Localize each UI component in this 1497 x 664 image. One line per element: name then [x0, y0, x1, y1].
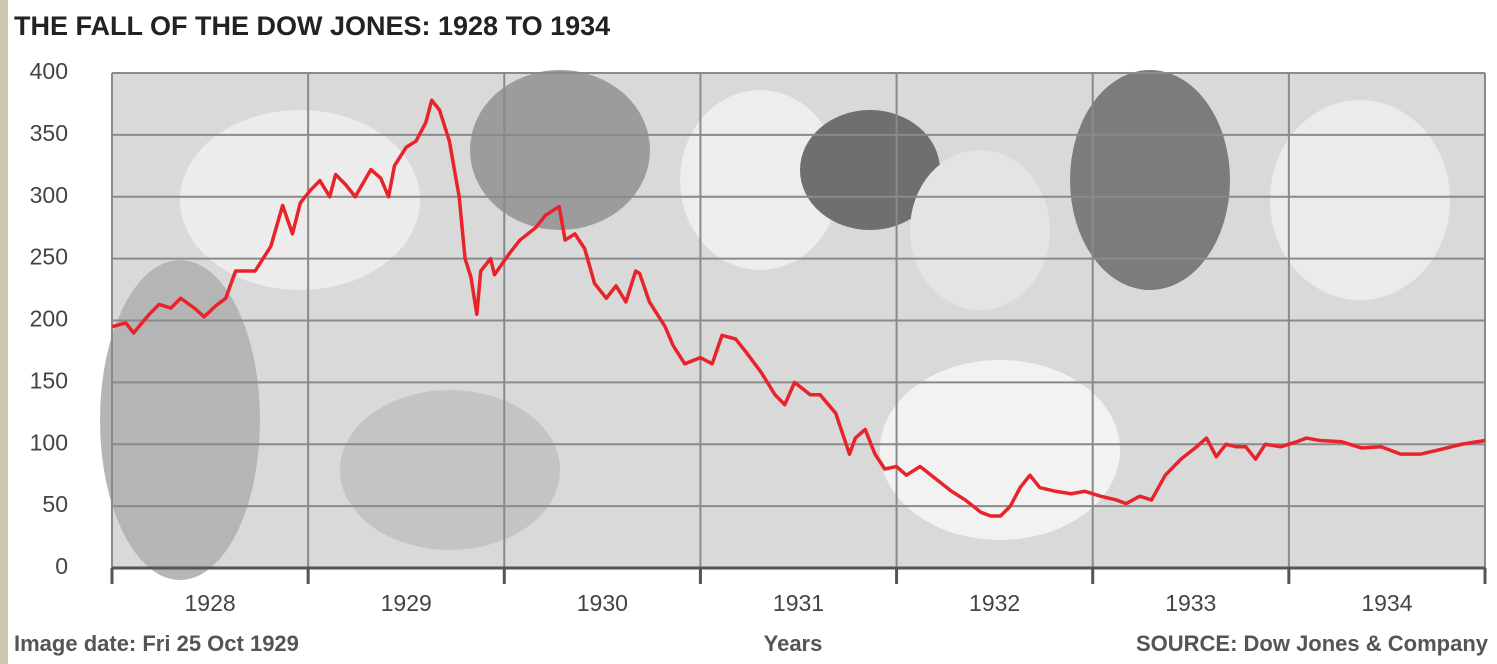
y-tick-label: 300 [30, 182, 68, 208]
source: SOURCE: Dow Jones & Company [1136, 631, 1489, 656]
y-tick-label: 150 [30, 367, 68, 393]
x-axis-label: Years [764, 631, 823, 656]
line-series [111, 98, 1486, 518]
x-tick-label: 1934 [1361, 590, 1412, 616]
y-tick-label: 50 [42, 491, 68, 517]
y-tick-label: 250 [30, 244, 68, 270]
x-tick-label: 1933 [1165, 590, 1216, 616]
y-tick-label: 0 [55, 553, 68, 579]
y-tick-label: 200 [30, 306, 68, 332]
x-tick-label: 1931 [773, 590, 824, 616]
y-tick-label: 350 [30, 120, 68, 146]
note: Image date: Fri 25 Oct 1929 [14, 631, 299, 656]
chart-title: THE FALL OF THE DOW JONES: 1928 TO 1934 [14, 11, 610, 41]
x-tick-label: 1929 [381, 590, 432, 616]
x-tick-label: 1930 [577, 590, 628, 616]
y-tick-label: 100 [30, 429, 68, 455]
y-tick-label: 400 [30, 58, 68, 84]
x-tick-label: 1928 [184, 590, 235, 616]
x-tick-label: 1932 [969, 590, 1020, 616]
